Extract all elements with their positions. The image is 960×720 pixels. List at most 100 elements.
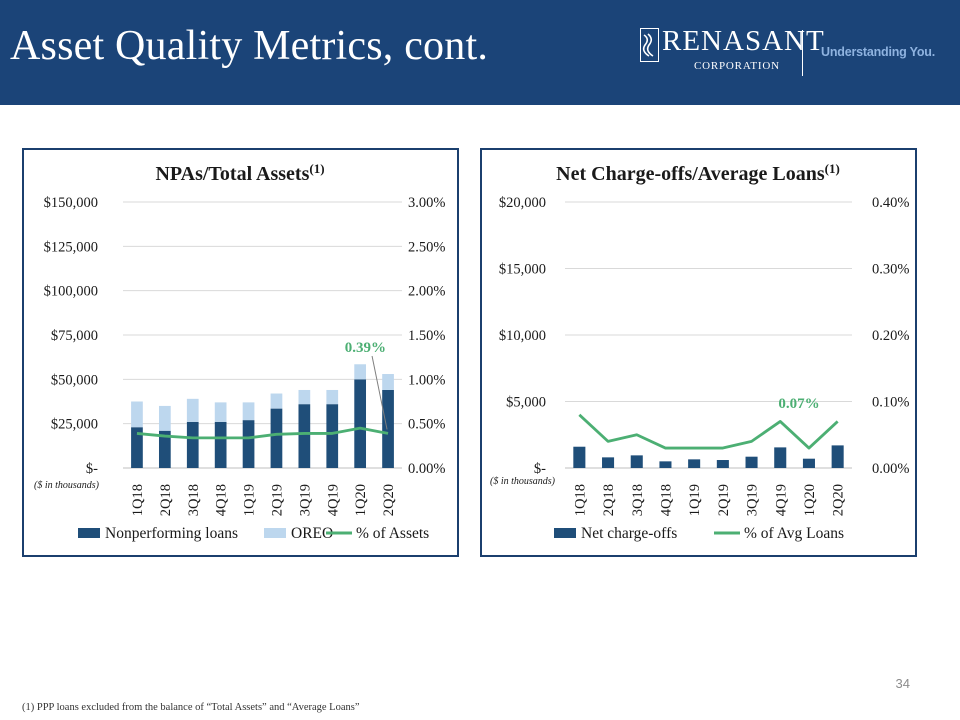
bar-nonperforming-loans — [382, 389, 394, 468]
page-number: 34 — [895, 676, 910, 691]
category-label: 3Q19 — [297, 484, 313, 516]
bar-nonperforming-loans — [242, 420, 255, 468]
right-axis-tick: 0.50% — [408, 417, 445, 433]
tagline: Understanding You. — [821, 45, 935, 59]
left-axis-tick: $20,000 — [499, 195, 546, 211]
bar-net-charge-offs — [573, 446, 586, 468]
left-axis-tick: $75,000 — [51, 328, 98, 344]
category-label: 4Q18 — [214, 484, 230, 516]
category-label: 3Q19 — [745, 484, 761, 516]
legend-swatch — [554, 528, 576, 538]
legend-label: % of Avg Loans — [744, 525, 844, 542]
right-axis-tick: 2.50% — [408, 239, 445, 255]
npa-chart-panel: NPAs/Total Assets(1) $- 0.00% $25,000 0.50% $… — [22, 148, 459, 557]
category-label: 2Q18 — [601, 484, 617, 516]
bar-oreo — [186, 398, 199, 422]
unit-note: ($ in thousands) — [490, 476, 556, 487]
category-label: 4Q18 — [658, 484, 674, 516]
bar-net-charge-offs — [831, 445, 844, 468]
left-axis-tick: $- — [86, 461, 98, 477]
bar-nonperforming-loans — [354, 379, 367, 468]
right-axis-tick: 3.00% — [408, 195, 445, 211]
bar-oreo — [298, 389, 311, 405]
chart-title-superscript: (1) — [309, 161, 324, 176]
left-axis-tick: $25,000 — [51, 417, 98, 433]
header-divider — [802, 30, 803, 76]
bar-net-charge-offs — [688, 459, 701, 468]
nco-chart-panel: Net Charge-offs/Average Loans(1) $- 0.00% $… — [480, 148, 917, 557]
header-bar: Asset Quality Metrics, cont. — [0, 0, 960, 105]
bar-net-charge-offs — [716, 460, 729, 468]
category-label: 1Q19 — [687, 484, 703, 516]
right-axis-tick: 0.10% — [872, 395, 909, 411]
nco-chart: Net Charge-offs/Average Loans(1) $- 0.00% $… — [490, 161, 909, 542]
callout-leader — [371, 355, 388, 430]
left-axis-tick: $125,000 — [44, 239, 98, 255]
right-axis-tick: 0.30% — [872, 262, 909, 278]
bar-nonperforming-loans — [270, 408, 283, 468]
category-label: 2Q20 — [831, 484, 847, 516]
category-label: 1Q20 — [802, 484, 818, 516]
callout-label: 0.39% — [345, 340, 386, 356]
category-label: 1Q20 — [353, 484, 369, 516]
bar-nonperforming-loans — [186, 421, 199, 468]
legend-swatch — [78, 528, 100, 538]
chart-title-superscript: (1) — [825, 161, 840, 176]
bar-nonperforming-loans — [326, 404, 339, 468]
bar-oreo — [214, 402, 227, 422]
callout-label: 0.07% — [778, 396, 819, 412]
right-axis-tick: 1.50% — [408, 328, 445, 344]
bar-oreo — [354, 364, 367, 380]
left-axis-tick: $100,000 — [44, 284, 98, 300]
left-axis-tick: $5,000 — [506, 395, 546, 411]
left-axis-tick: $50,000 — [51, 372, 98, 388]
category-label: 2Q19 — [716, 484, 732, 516]
bar-net-charge-offs — [630, 455, 643, 468]
legend-label: OREO — [291, 525, 333, 542]
bar-net-charge-offs — [659, 461, 672, 468]
page-title: Asset Quality Metrics, cont. — [10, 23, 489, 69]
category-label: 2Q18 — [158, 484, 174, 516]
company-logo: RENASANT CORPORATION — [640, 25, 824, 72]
bar-nonperforming-loans — [131, 427, 143, 468]
right-axis-tick: 1.00% — [408, 372, 445, 388]
footnote: (1) PPP loans excluded from the balance … — [22, 702, 360, 713]
bar-oreo — [326, 389, 339, 405]
chart-title: NPAs/Total Assets(1) — [155, 161, 324, 185]
legend-label: % of Assets — [356, 525, 429, 542]
right-axis-tick: 2.00% — [408, 284, 445, 300]
bar-oreo — [270, 393, 283, 409]
category-label: 2Q19 — [269, 484, 285, 516]
line-series--of-assets — [136, 426, 389, 440]
bar-net-charge-offs — [774, 447, 787, 468]
bar-oreo — [382, 374, 394, 390]
left-axis-tick: $10,000 — [499, 328, 546, 344]
legend-swatch — [264, 528, 286, 538]
category-label: 1Q18 — [130, 484, 146, 516]
right-axis-tick: 0.00% — [408, 461, 445, 477]
chart-title-text: Net Charge-offs/Average Loans — [556, 163, 825, 185]
chart-title-text: NPAs/Total Assets — [155, 163, 309, 185]
category-label: 4Q19 — [773, 484, 789, 516]
right-axis-tick: 0.20% — [872, 328, 909, 344]
category-label: 3Q18 — [630, 484, 646, 516]
left-axis-tick: $- — [534, 461, 546, 477]
bar-oreo — [242, 402, 255, 421]
category-label: 2Q20 — [381, 484, 397, 516]
right-axis-tick: 0.00% — [872, 461, 909, 477]
category-label: 3Q18 — [186, 484, 202, 516]
bar-oreo — [131, 401, 143, 428]
logo-mark-icon — [640, 28, 659, 62]
legend-label: Net charge-offs — [581, 525, 677, 542]
category-label: 1Q18 — [572, 484, 588, 516]
bar-net-charge-offs — [802, 458, 815, 468]
bar-nonperforming-loans — [214, 421, 227, 468]
category-label: 1Q19 — [242, 484, 258, 516]
bar-net-charge-offs — [745, 456, 758, 468]
bar-net-charge-offs — [602, 457, 615, 468]
logo-subtitle: CORPORATION — [694, 60, 780, 72]
category-label: 4Q19 — [325, 484, 341, 516]
bar-oreo — [158, 405, 171, 431]
logo-name: RENASANT — [662, 25, 825, 57]
npa-chart: NPAs/Total Assets(1) $- 0.00% $25,000 0.50% $… — [34, 161, 445, 542]
